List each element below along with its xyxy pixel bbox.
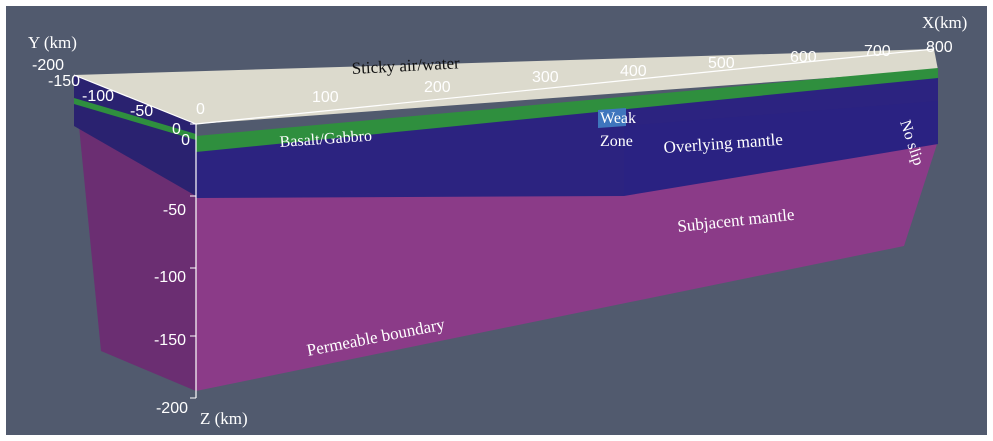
x-tick-label: 300 [532,69,559,86]
y-tick-label: -200 [32,57,64,74]
z-tick-label: -150 [154,332,186,349]
y-tick-label: 0 [172,121,181,138]
subjacent-mantle-front-face [196,141,938,391]
basalt-gabbro-label: Basalt/Gabbro [279,128,372,151]
z-tick-label: -200 [156,400,188,417]
basalt-gabbro-top-edge [74,98,196,140]
basalt-gabbro-layer [196,68,938,152]
y-axis-title: Y (km) [28,33,77,52]
x-tick-label: 500 [708,55,735,72]
overlying-mantle-band [196,76,938,198]
x-tick-label: 200 [424,79,451,96]
x-tick-label: 700 [864,43,891,60]
z-tick-label: 0 [181,132,190,149]
weak-zone-block [598,108,626,128]
weak-zone-label: Zone [600,133,633,150]
x-tick-label: 0 [196,101,205,118]
z-axis-title: Z (km) [200,409,248,428]
left-end-upper [74,75,196,196]
x-axis-title: X(km) [922,13,967,32]
sticky-air-top-face [74,49,938,124]
x-tick-label: 800 [926,39,953,56]
x-tick-label: 100 [312,89,339,106]
y-tick-label: -150 [48,73,80,90]
y-axis-line [73,74,197,125]
model-figure: 0 -50 -100 -150 -200 -200 -150 -100 -50 … [6,6,987,435]
z-tick-label: -50 [163,202,186,219]
x-tick-label: 600 [790,49,817,66]
z-axis-ticks [190,123,196,399]
z-tick-label: -100 [154,269,186,286]
model-domain-3d: 0 -50 -100 -150 -200 -200 -150 -100 -50 … [28,13,967,428]
weak-zone-label: Weak [600,110,636,127]
y-tick-label: -50 [130,103,153,120]
x-axis-line [195,48,935,125]
y-tick-label: -100 [82,88,114,105]
x-tick-label: 400 [620,63,647,80]
overlying-mantle-right-block [624,101,938,196]
